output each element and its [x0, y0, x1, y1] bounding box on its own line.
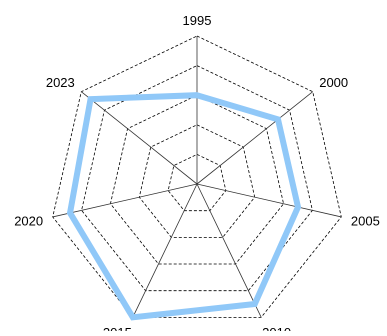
axis-spoke-2023	[81, 91, 198, 185]
series-line-0	[66, 92, 302, 321]
axis-spoke-2020	[52, 183, 198, 218]
axis-label-2015: 2015	[103, 325, 132, 331]
label-layer: 1995 2000 2005 2010 2015 2020 2023	[14, 13, 380, 336]
series-layer	[66, 92, 302, 321]
axis-layer	[52, 36, 342, 318]
axis-label-2005: 2005	[351, 213, 380, 228]
axis-spoke-2000	[196, 91, 313, 185]
axis-label-2000: 2000	[319, 75, 348, 90]
axis-label-1995: 1995	[183, 13, 212, 28]
axis-spoke-2010	[196, 183, 262, 318]
axis-label-2023: 2023	[46, 75, 75, 90]
axis-label-2020: 2020	[14, 213, 43, 228]
axis-spoke-2015	[132, 183, 198, 318]
axis-label-2010: 2010	[262, 325, 291, 331]
axis-spoke-2005	[196, 183, 342, 218]
